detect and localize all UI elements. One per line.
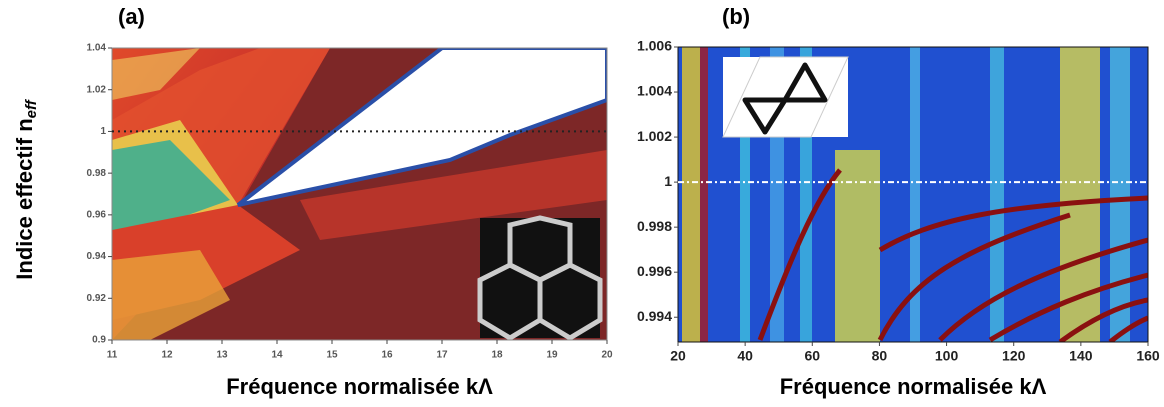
y-tick-label: 1.004 — [637, 83, 672, 99]
panel-label: (a) — [118, 4, 145, 29]
y-tick-label: 0.998 — [637, 218, 672, 234]
x-tick-label: 20 — [601, 350, 613, 361]
y-tick-label: 0.996 — [637, 263, 672, 279]
y-tick-label: 1.02 — [87, 84, 107, 95]
y-tick-label: 1 — [664, 173, 672, 189]
plot-frame — [111, 47, 608, 341]
panel-label: (b) — [722, 4, 750, 29]
y-tick-label: 0.96 — [87, 209, 107, 220]
y-tick-label: 0.92 — [87, 293, 107, 304]
x-tick-label: 140 — [1069, 348, 1093, 364]
x-tick-label: 100 — [935, 348, 959, 364]
y-tick-label: 1.006 — [637, 38, 672, 54]
x-tick-label: 160 — [1136, 348, 1160, 364]
x-tick-label: 16 — [381, 350, 393, 361]
x-tick-label: 13 — [216, 350, 228, 361]
y-tick-label: 0.94 — [87, 251, 107, 262]
x-tick-label: 40 — [737, 348, 753, 364]
x-tick-label: 18 — [491, 350, 503, 361]
x-axis-label: Fréquence normalisée kΛ — [226, 374, 493, 399]
x-tick-label: 60 — [804, 348, 820, 364]
y-axis-label: Indice effectif neff — [12, 98, 40, 279]
x-tick-label: 15 — [326, 350, 338, 361]
y-axis-label-sub: eff — [23, 98, 40, 118]
x-tick-label: 17 — [436, 350, 448, 361]
heatmap-b — [678, 47, 1148, 342]
y-tick-label: 1 — [100, 126, 106, 137]
heatmap-a — [112, 48, 607, 340]
y-tick-label: 0.9 — [92, 335, 106, 346]
plot-frame — [677, 46, 1149, 343]
y-tick-label: 1.002 — [637, 128, 672, 144]
y-tick-label: 0.98 — [87, 168, 107, 179]
x-tick-label: 20 — [670, 348, 686, 364]
x-tick-label: 12 — [161, 350, 173, 361]
x-tick-label: 120 — [1002, 348, 1026, 364]
y-tick-label: 1.04 — [87, 43, 107, 54]
y-tick-label: 0.994 — [637, 308, 672, 324]
x-tick-label: 11 — [107, 350, 118, 361]
x-tick-label: 14 — [271, 350, 283, 361]
x-tick-label: 19 — [546, 350, 558, 361]
x-tick-label: 80 — [872, 348, 888, 364]
y-axis-label-main: Indice effectif n — [12, 118, 37, 279]
x-axis-label: Fréquence normalisée kΛ — [780, 374, 1047, 399]
